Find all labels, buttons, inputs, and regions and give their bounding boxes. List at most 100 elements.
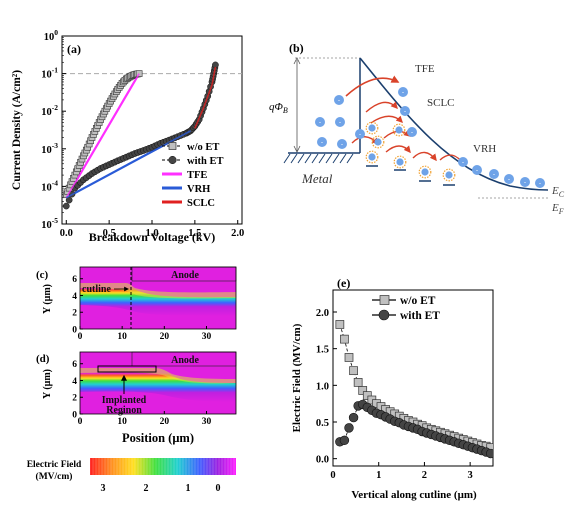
x-tick-label: 0.0 (60, 228, 73, 239)
panel-a-legend: w/o ET with ET TFE VRH SCLC (162, 142, 223, 209)
electron-icon (334, 95, 344, 105)
colorbar-title-line2: (MV/cm) (36, 471, 73, 482)
region-label: Reginon (106, 405, 142, 416)
panel-c-label: (c) (36, 269, 49, 281)
wo-et-point (362, 391, 372, 400)
panel-e-legend: w/o ET with ET (372, 295, 440, 322)
hatch-stroke (290, 153, 298, 164)
panel-d-ylabel: Y (μm) (42, 369, 53, 399)
x-tick-label: 10 (117, 332, 127, 342)
metal-label: Metal (301, 171, 333, 186)
legend-entry: w/o ET (400, 295, 436, 307)
trapped-electron-icon (368, 124, 376, 132)
trapped-electron-icon (396, 158, 404, 166)
electron-icon (335, 117, 345, 127)
panel-a-ylabel: Current Density (A/cm²) (11, 70, 23, 190)
electron-symbol: - (524, 180, 526, 186)
wo-et-point (344, 353, 354, 362)
y-tick-label: 10-3 (41, 141, 58, 156)
y-tick-label: 0 (72, 326, 77, 336)
field-map-depletion (80, 283, 236, 316)
x-tick-label: 2 (422, 470, 427, 481)
y-tick-label: 6 (72, 360, 77, 370)
panel-e-label: (e) (337, 276, 350, 290)
field-map-hotspot (80, 283, 236, 299)
fit-line-overlay (65, 73, 140, 199)
hatch-stroke (304, 153, 312, 164)
legend-entry: with ET (187, 156, 223, 167)
legend-entry: with ET (400, 310, 440, 322)
y-tick-label: 10-2 (41, 103, 58, 118)
colorbar-stripes (89, 458, 235, 475)
electron-icon (400, 106, 410, 116)
trap-halo (371, 135, 385, 149)
electron-symbol: - (411, 130, 413, 136)
x-tick-label: 3 (468, 470, 473, 481)
panel-e: (e) 0 1 2 3 0.0 0.5 1.0 1.5 2.0 w/o ET with ET Ve… (291, 276, 494, 501)
panel-a-label: (a) (67, 42, 81, 56)
x-tick-label: 1 (376, 470, 381, 481)
electron-symbol: - (539, 181, 541, 187)
sclc-label: SCLC (427, 97, 455, 109)
ec-label: EC (551, 185, 565, 199)
hatch-stroke (332, 153, 340, 164)
electron-icon (535, 178, 545, 188)
with-et-point (486, 448, 493, 459)
electron-icon (472, 165, 482, 175)
wo-et-point (358, 386, 368, 395)
vrh-arrow-2 (385, 145, 411, 154)
colorbar-title-line1: Electric Field (27, 460, 82, 470)
tfe-arrow (345, 75, 400, 97)
hatch-stroke (283, 153, 291, 164)
wo-et-point (353, 378, 363, 387)
colorbar-tick-label: 0 (216, 483, 221, 494)
metal-hatch (283, 153, 354, 164)
x-tick-label: 20 (160, 332, 170, 342)
anode-label-d: Anode (171, 355, 199, 366)
x-tick-label: 0 (78, 417, 83, 427)
trap-halo (365, 150, 379, 164)
panel-d-frame (79, 351, 237, 415)
x-tick-label: 0 (330, 470, 335, 481)
trapped-electron-icon (445, 171, 453, 179)
panel-d-xlabel: Position (μm) (122, 431, 194, 445)
y-tick-label: 10-1 (41, 66, 58, 81)
electron-icon (355, 129, 365, 139)
electron-symbol: - (508, 177, 510, 183)
x-tick-label: 20 (160, 417, 170, 427)
electron-symbol: - (402, 90, 404, 96)
electron-symbol: - (319, 120, 321, 126)
y-tick-label: 1.5 (316, 345, 329, 356)
electron-icon (504, 174, 514, 184)
electrons: - - - - - - - - - - - - - - - (315, 87, 545, 188)
barrier-arrow-head-top (293, 57, 301, 65)
electron-symbol: - (476, 168, 478, 174)
colorbar-tick-label: 1 (186, 483, 191, 494)
legend-entry: VRH (187, 184, 210, 195)
panel-a-plot (62, 61, 219, 210)
y-tick-label: 10-4 (41, 178, 58, 193)
electron-icon (315, 117, 325, 127)
trapped-electron-icon (395, 126, 403, 134)
legend-entry: TFE (187, 170, 207, 181)
with-et-point (344, 423, 354, 433)
panel-d-label: (d) (36, 353, 50, 365)
x-tick-label: 1.0 (145, 228, 158, 239)
wo-et-point (335, 320, 345, 329)
wo-et-point (340, 334, 349, 344)
electron-symbol: - (321, 140, 323, 146)
legend-entry: SCLC (187, 198, 215, 209)
hatch-stroke (318, 153, 326, 164)
y-tick-label: 0.5 (316, 418, 329, 429)
hatch-stroke (346, 153, 354, 164)
panel-a-xlabel: Breakdown Voltage (kV) (89, 230, 215, 244)
sclc-arrow-2 (370, 115, 403, 124)
trap-halo (442, 168, 456, 182)
electron-icon (398, 87, 408, 97)
legend-marker-circle (168, 155, 177, 165)
trap-halo (393, 155, 407, 169)
panel-c-ylabel: Y (μm) (42, 284, 53, 314)
